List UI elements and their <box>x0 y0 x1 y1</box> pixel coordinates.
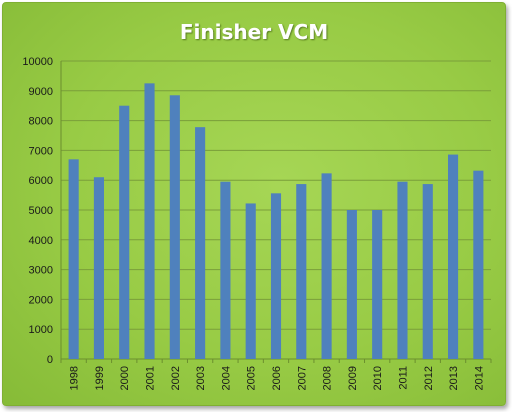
x-tick-label: 2005 <box>246 366 258 390</box>
chart-area: Finisher VCM 0 1000 2000 3000 4000 5000 6000 70… <box>2 2 506 406</box>
bar-2000 <box>119 105 130 359</box>
x-tick-label: 2006 <box>271 366 283 390</box>
y-tick-label: 9000 <box>29 86 53 98</box>
x-tick-label: 2012 <box>423 366 435 390</box>
x-tick-label: 1998 <box>69 366 81 390</box>
chart-title: Finisher VCM <box>180 20 328 44</box>
y-tick-label: 1000 <box>29 324 53 336</box>
bar-2005 <box>245 203 256 359</box>
x-tick-label: 2001 <box>145 366 157 390</box>
bar-2003 <box>195 127 206 359</box>
x-tick-label: 2007 <box>296 366 308 390</box>
y-tick-label: 7000 <box>29 145 53 157</box>
bar-2013 <box>448 154 459 359</box>
x-tick-label: 2008 <box>322 366 334 390</box>
bar-2007 <box>296 184 307 359</box>
bar-1998 <box>68 159 79 359</box>
x-tick-label: 2010 <box>372 366 384 390</box>
y-tick-label: 10000 <box>22 56 53 68</box>
bar-2010 <box>372 210 383 359</box>
bar-2002 <box>169 95 180 360</box>
x-tick-label: 2011 <box>397 366 409 390</box>
y-tick-label: 3000 <box>29 265 53 277</box>
bar-2008 <box>321 173 332 359</box>
bar-2011 <box>397 181 408 359</box>
x-tick-label: 1999 <box>94 366 106 390</box>
bar-2014 <box>473 170 484 359</box>
x-tick-label: 2002 <box>170 366 182 390</box>
bar-2001 <box>144 83 155 359</box>
y-tick-label: 8000 <box>29 116 53 128</box>
x-tick-label: 2000 <box>119 366 131 390</box>
y-tick-label: 4000 <box>29 235 53 247</box>
x-tick-label: 2009 <box>347 366 359 390</box>
plot-area: 0 1000 2000 3000 4000 5000 6000 7000 8000 9000 100… <box>22 56 492 390</box>
x-tick-label: 2013 <box>448 366 460 390</box>
bar-2009 <box>346 210 357 359</box>
bar-2004 <box>220 181 231 359</box>
bar-2006 <box>270 193 282 359</box>
x-tick-label: 2003 <box>195 366 207 390</box>
y-tick-label: 6000 <box>29 175 53 187</box>
bar-1999 <box>93 177 104 359</box>
x-tick-label: 2004 <box>220 366 232 390</box>
bar-chart: Finisher VCM 0 1000 2000 3000 4000 5000 6000 70… <box>22 20 492 390</box>
y-tick-label: 5000 <box>29 205 53 217</box>
bar-2012 <box>422 184 433 359</box>
y-tick-label: 2000 <box>29 294 53 306</box>
y-tick-label: 0 <box>47 354 53 366</box>
x-tick-label: 2014 <box>473 366 485 390</box>
